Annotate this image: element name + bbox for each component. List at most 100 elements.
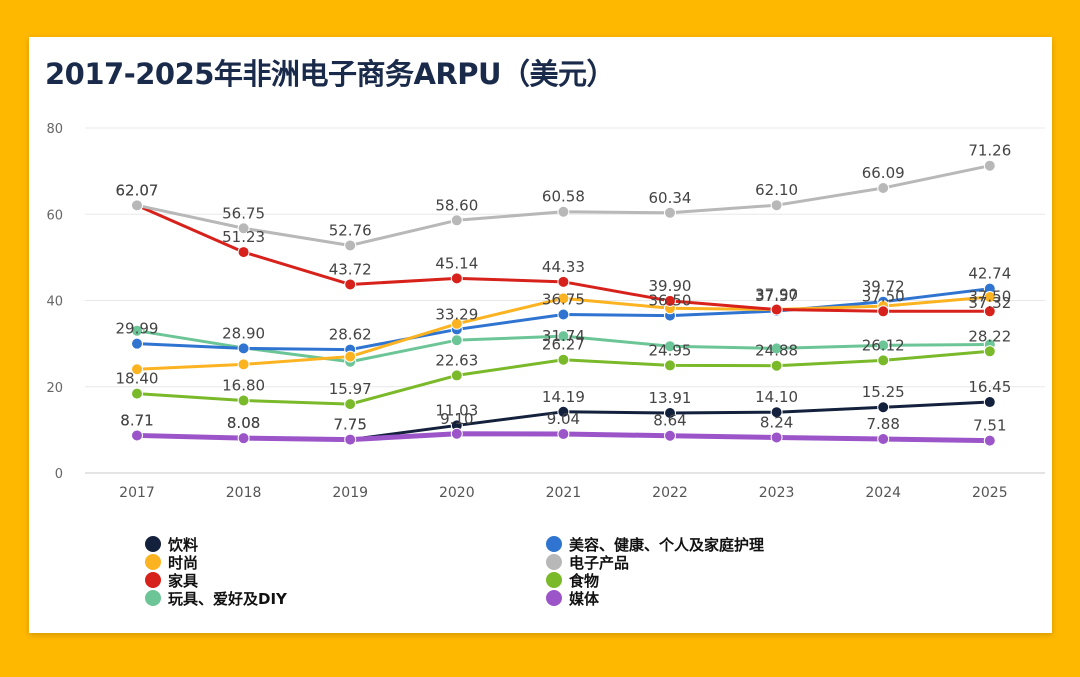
x-tick-label: 2017	[119, 485, 155, 501]
data-label: 8.08	[227, 414, 260, 432]
data-label: 52.76	[329, 221, 372, 239]
data-point	[664, 340, 676, 353]
legend-marker	[546, 572, 562, 588]
data-label: 14.10	[755, 388, 798, 406]
data-label: 7.88	[866, 415, 899, 433]
data-label: 24.95	[649, 341, 692, 359]
data-label: 26.27	[542, 336, 585, 354]
data-label: 9.10	[440, 410, 473, 428]
data-label: 62.10	[755, 181, 798, 199]
data-point	[770, 359, 783, 372]
legend-label: 美容、健康、个人及家庭护理	[569, 536, 764, 554]
data-label: 26.12	[862, 336, 905, 354]
data-label: 31.74	[542, 327, 585, 345]
data-label: 43.72	[329, 260, 372, 278]
y-tick-label: 40	[46, 295, 63, 310]
data-point	[131, 363, 143, 376]
x-tick-label: 2018	[226, 485, 262, 501]
data-point	[237, 246, 250, 259]
data-point	[983, 396, 996, 409]
x-tick-label: 2020	[439, 485, 475, 501]
data-label: 44.33	[542, 258, 585, 276]
chart-title: 2017-2025年非洲电子商务ARPU（美元）	[45, 57, 616, 91]
data-point	[770, 342, 783, 355]
data-point	[557, 275, 570, 288]
data-point	[237, 432, 250, 445]
x-tick-label: 2025	[972, 485, 1008, 501]
data-label: 9.04	[547, 410, 580, 428]
legend-marker	[145, 572, 161, 588]
data-label: 28.22	[968, 327, 1011, 345]
data-label: 36.50	[649, 292, 692, 310]
data-label: 18.40	[116, 370, 159, 388]
data-point	[983, 305, 996, 318]
data-label: 37.50	[862, 287, 905, 305]
legend-marker	[145, 554, 161, 570]
data-point	[877, 305, 890, 318]
data-point	[770, 406, 783, 419]
legend-marker	[145, 536, 161, 552]
data-label: 16.80	[222, 377, 265, 395]
legend-label: 家具	[168, 572, 198, 590]
chart-card: 2017-2025年非洲电子商务ARPU（美元） 0 20 40 60 80 2017 20…	[29, 37, 1052, 633]
data-label: 8.71	[120, 411, 153, 429]
data-label: 58.60	[435, 196, 478, 214]
data-point	[664, 294, 676, 307]
data-point	[450, 369, 463, 382]
data-point	[664, 359, 676, 372]
data-label: 7.75	[333, 416, 366, 434]
data-label: 8.64	[653, 412, 686, 430]
data-point	[877, 339, 890, 352]
data-label: 22.63	[435, 351, 478, 369]
data-label: 11.03	[435, 401, 478, 419]
data-point	[557, 353, 570, 366]
data-point	[877, 433, 890, 446]
data-point	[557, 428, 570, 441]
y-tick-label: 80	[46, 122, 63, 137]
data-label: 33.29	[435, 305, 478, 323]
data-label: 71.26	[968, 142, 1011, 160]
data-label: 51.23	[222, 228, 265, 246]
data-point	[237, 342, 250, 355]
data-point	[344, 278, 357, 291]
data-point	[131, 429, 143, 442]
x-tick-label: 2022	[652, 485, 688, 501]
data-point	[770, 303, 783, 316]
data-point	[770, 431, 783, 444]
data-point	[770, 199, 783, 212]
data-label: 8.24	[760, 413, 793, 431]
data-point	[344, 350, 357, 363]
data-label: 37.57	[755, 287, 798, 305]
legend-label: 玩具、爱好及DIY	[168, 590, 288, 608]
x-tick-label: 2021	[546, 485, 582, 501]
data-point	[237, 394, 250, 407]
data-point	[344, 239, 357, 252]
legend-label: 时尚	[168, 554, 198, 572]
data-point	[131, 337, 143, 350]
data-label: 29.99	[116, 320, 159, 338]
data-point	[450, 272, 463, 285]
data-point	[877, 401, 890, 414]
x-tick-label: 2023	[759, 485, 795, 501]
data-label: 39.72	[862, 278, 905, 296]
line-chart: 0 20 40 60 80 2017 2018 2019 2020 2021 2022 2023 202…	[46, 122, 1045, 608]
data-point	[344, 398, 357, 411]
data-point	[877, 181, 890, 194]
data-label: 37.90	[755, 286, 798, 304]
data-point	[557, 330, 570, 343]
data-point	[450, 427, 463, 440]
data-point	[344, 433, 357, 446]
data-point	[557, 308, 570, 321]
data-label: 8.71	[120, 411, 153, 429]
data-label: 24.88	[755, 342, 798, 360]
data-label: 36.75	[542, 291, 585, 309]
data-label: 16.45	[968, 378, 1011, 396]
legend-marker	[546, 536, 562, 552]
data-label: 37.32	[968, 294, 1011, 312]
legend-label: 饮料	[167, 536, 198, 554]
data-label: 14.19	[542, 388, 585, 406]
data-point	[983, 159, 996, 172]
legend-label: 食物	[569, 572, 599, 590]
data-point	[131, 199, 143, 212]
data-point	[557, 405, 570, 418]
